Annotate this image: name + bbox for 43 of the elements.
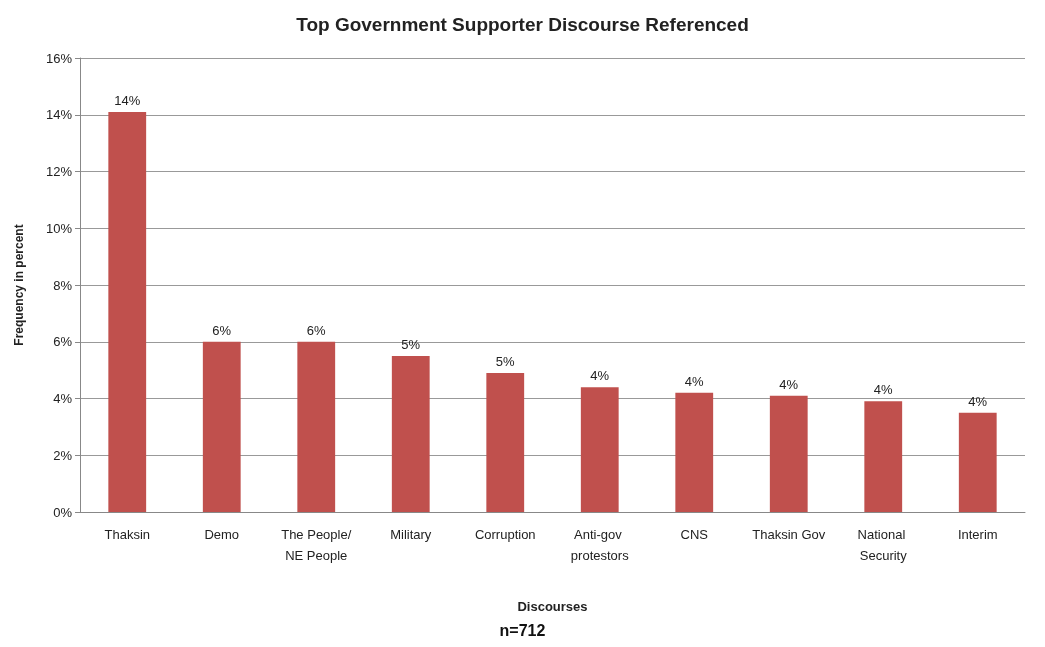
x-tick-label: Thaksin Gov — [752, 527, 826, 542]
data-label: 4% — [873, 382, 894, 398]
data-label: 14% — [114, 92, 141, 108]
data-label: 4% — [968, 393, 988, 409]
bar — [202, 341, 241, 512]
y-tick-label: 2% — [53, 447, 73, 463]
data-label: 4% — [590, 368, 610, 384]
y-tick-label: 0% — [53, 504, 73, 520]
data-label: 6% — [212, 322, 232, 338]
data-label: 5% — [401, 336, 421, 352]
x-tick-label: Interim — [957, 527, 998, 542]
data-label: 4% — [779, 376, 799, 392]
bar — [580, 387, 619, 512]
bar — [486, 372, 525, 512]
bar — [297, 341, 336, 512]
bar — [675, 392, 714, 512]
y-tick-label: 10% — [45, 220, 73, 236]
data-label: 5% — [495, 353, 516, 369]
x-tick-label: National Security — [857, 527, 909, 563]
x-tick-label: The People/NE People — [281, 527, 352, 563]
bar — [108, 111, 147, 512]
bar — [769, 395, 808, 512]
bar — [958, 412, 997, 512]
x-tick-label: Anti-gov protestors — [570, 527, 630, 563]
y-tick-label: 4% — [53, 391, 73, 406]
y-tick-label: 6% — [53, 334, 73, 350]
x-tick-label: Thaksin — [104, 527, 151, 542]
y-tick-label: 16% — [45, 50, 73, 66]
x-tick-label: Military — [390, 527, 432, 542]
y-axis-title: Frequency in percent — [12, 224, 26, 346]
data-label: 4% — [684, 373, 705, 389]
x-tick-label: Demo — [204, 527, 240, 542]
text: n=712 — [499, 621, 546, 639]
x-tick-label: Corruption — [474, 527, 536, 542]
y-tick-label: 14% — [45, 107, 73, 123]
bar — [391, 355, 430, 512]
chart-title: Top Government Supporter Discourse Referenced — [296, 14, 749, 35]
bar — [864, 401, 903, 512]
x-axis-title: Discourses — [517, 599, 588, 614]
x-tick-label: CNS — [680, 527, 709, 542]
y-tick-label: 12% — [45, 164, 73, 179]
data-label: 6% — [306, 322, 327, 338]
y-tick-label: 8% — [53, 277, 73, 293]
